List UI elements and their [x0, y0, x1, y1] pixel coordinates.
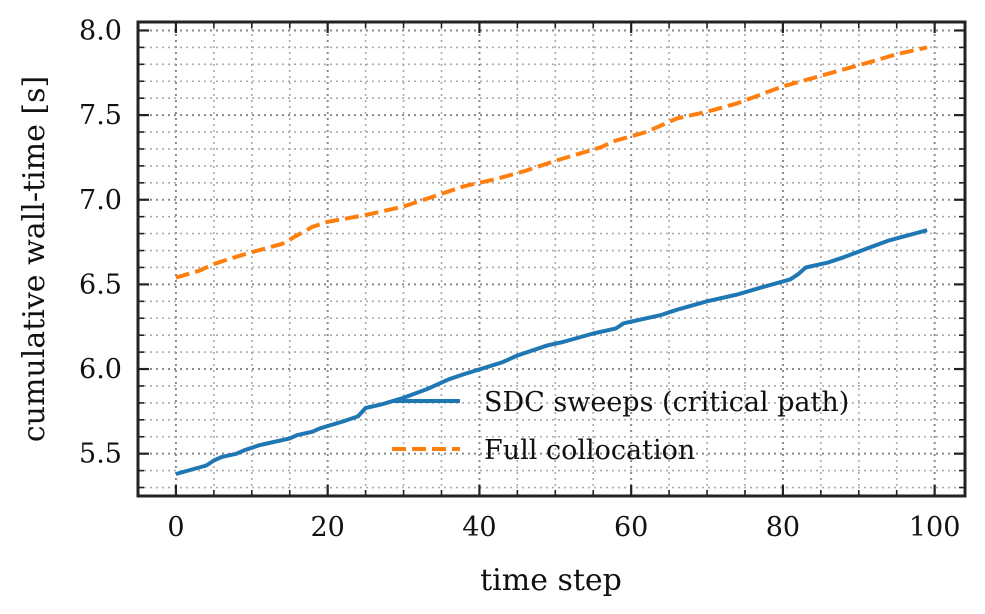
series-line-full-collocation — [175, 45, 928, 280]
y-tick-label: 6.5 — [79, 269, 122, 300]
tick-labels: 0 20 40 60 80 100 5.5 6.0 6.5 7.0 7.5 8.0 — [79, 15, 960, 543]
x-tick-label: 20 — [310, 512, 344, 543]
x-tick-label: 60 — [614, 512, 648, 543]
y-tick-label: 7.0 — [79, 185, 122, 216]
x-tick-label: 40 — [462, 512, 496, 543]
y-tick-label: 8.0 — [79, 15, 122, 46]
series-line-sdc-sweeps — [175, 228, 928, 476]
plot-frame — [136, 20, 967, 498]
x-axis-label: time step — [480, 563, 622, 598]
legend-label-sdc-sweeps: SDC sweeps (critical path) — [484, 387, 849, 418]
legend: SDC sweeps (critical path) Full collocat… — [392, 387, 849, 466]
legend-label-full-collocation: Full collocation — [484, 435, 695, 466]
y-tick-label: 6.0 — [79, 354, 122, 385]
x-tick-label: 100 — [909, 512, 961, 543]
y-axis-label: cumulative wall-time [s] — [17, 76, 52, 442]
x-tick-label: 0 — [167, 512, 184, 543]
y-tick-label: 7.5 — [79, 100, 122, 131]
series-lines — [175, 45, 928, 476]
x-tick-label: 80 — [766, 512, 800, 543]
y-tick-label: 5.5 — [79, 439, 122, 470]
